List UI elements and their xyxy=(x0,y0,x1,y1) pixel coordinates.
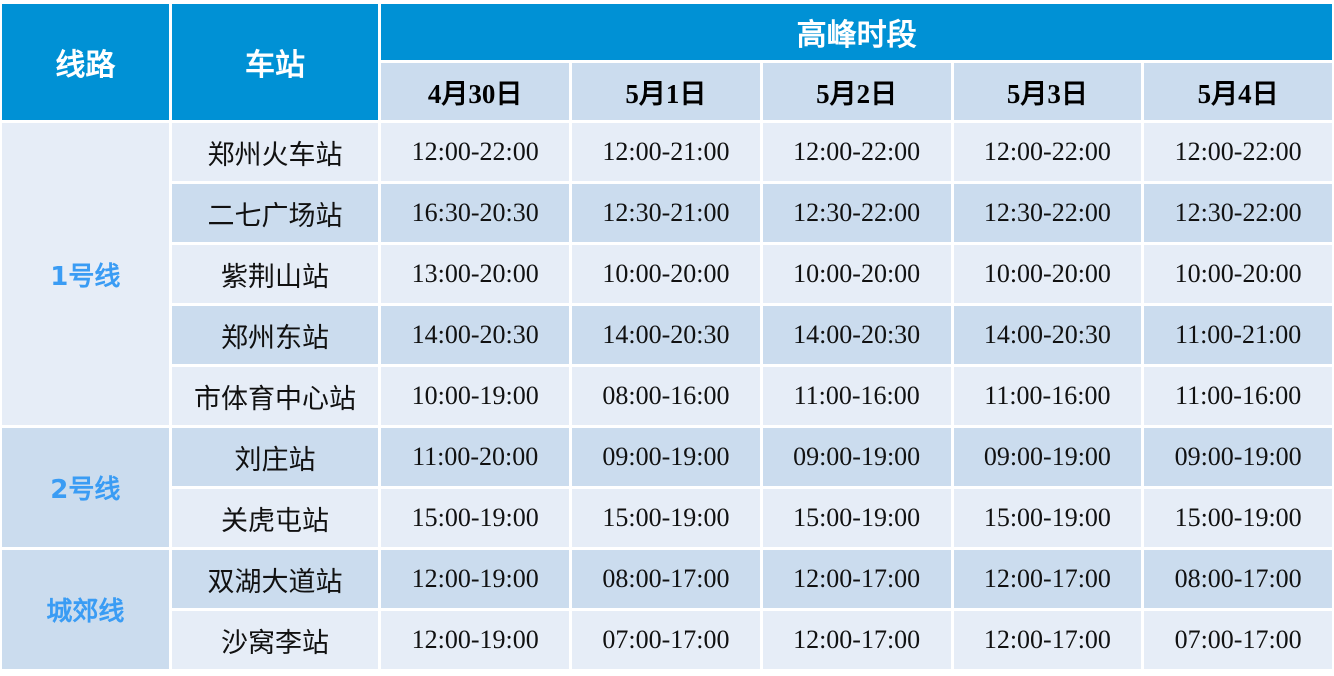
station-cell: 刘庄站 xyxy=(171,428,379,486)
station-cell: 市体育中心站 xyxy=(171,367,379,425)
time-cell: 12:00-19:00 xyxy=(381,611,570,669)
time-cell: 15:00-19:00 xyxy=(381,489,570,547)
time-cell: 09:00-19:00 xyxy=(572,428,760,486)
time-cell: 12:30-22:00 xyxy=(762,184,951,242)
station-cell: 双湖大道站 xyxy=(171,550,379,608)
time-cell: 12:00-17:00 xyxy=(762,611,951,669)
time-cell: 08:00-17:00 xyxy=(1144,550,1332,608)
table-row: 郑州东站 14:00-20:30 14:00-20:30 14:00-20:30 14:… xyxy=(2,306,1332,364)
table-row: 市体育中心站 10:00-19:00 08:00-16:00 11:00-16:00 1… xyxy=(2,367,1332,425)
header-line: 线路 xyxy=(2,4,169,120)
time-cell: 11:00-16:00 xyxy=(1144,367,1332,425)
time-cell: 10:00-20:00 xyxy=(953,245,1142,303)
time-cell: 12:30-21:00 xyxy=(572,184,760,242)
time-cell: 11:00-16:00 xyxy=(762,367,951,425)
header-date: 4月30日 xyxy=(381,63,570,120)
time-cell: 11:00-20:00 xyxy=(381,428,570,486)
time-cell: 12:00-17:00 xyxy=(953,550,1142,608)
station-cell: 郑州东站 xyxy=(171,306,379,364)
time-cell: 15:00-19:00 xyxy=(1144,489,1332,547)
time-cell: 14:00-20:30 xyxy=(572,306,760,364)
time-cell: 15:00-19:00 xyxy=(762,489,951,547)
table-row: 1号线 郑州火车站 12:00-22:00 12:00-21:00 12:00-22:0… xyxy=(2,123,1332,425)
station-cell: 二七广场站 xyxy=(171,184,379,242)
table-row: 2号线 刘庄站 11:00-20:00 09:00-19:00 09:00-19:00 0… xyxy=(2,428,1332,547)
time-cell: 12:30-22:00 xyxy=(953,184,1142,242)
time-cell: 08:00-17:00 xyxy=(572,550,760,608)
header-date: 5月4日 xyxy=(1144,63,1332,120)
time-cell: 16:30-20:30 xyxy=(381,184,570,242)
time-cell: 14:00-20:30 xyxy=(762,306,951,364)
time-cell: 12:00-22:00 xyxy=(1144,123,1332,181)
time-cell: 12:00-17:00 xyxy=(953,611,1142,669)
header-station: 车站 xyxy=(171,4,379,120)
header-peak-period: 高峰时段 xyxy=(381,4,1332,60)
time-cell: 10:00-20:00 xyxy=(762,245,951,303)
time-cell: 08:00-16:00 xyxy=(572,367,760,425)
time-cell: 10:00-20:00 xyxy=(572,245,760,303)
time-cell: 09:00-19:00 xyxy=(1144,428,1332,486)
time-cell: 15:00-19:00 xyxy=(953,489,1142,547)
time-cell: 09:00-19:00 xyxy=(762,428,951,486)
time-cell: 12:00-17:00 xyxy=(762,550,951,608)
station-cell: 关虎屯站 xyxy=(171,489,379,547)
line-cell: 城郊线 xyxy=(2,550,169,669)
header-date: 5月1日 xyxy=(572,63,760,120)
time-cell: 10:00-19:00 xyxy=(381,367,570,425)
time-cell: 12:00-22:00 xyxy=(762,123,951,181)
time-cell: 12:00-22:00 xyxy=(381,123,570,181)
table-row: 紫荆山站 13:00-20:00 10:00-20:00 10:00-20:00 10:… xyxy=(2,245,1332,303)
line-cell: 1号线 xyxy=(2,123,169,425)
time-cell: 12:30-22:00 xyxy=(1144,184,1332,242)
time-cell: 14:00-20:30 xyxy=(381,306,570,364)
time-cell: 07:00-17:00 xyxy=(1144,611,1332,669)
time-cell: 14:00-20:30 xyxy=(953,306,1142,364)
time-cell: 09:00-19:00 xyxy=(953,428,1142,486)
header-date: 5月3日 xyxy=(953,63,1142,120)
station-cell: 紫荆山站 xyxy=(171,245,379,303)
line-cell: 2号线 xyxy=(2,428,169,547)
table-row: 关虎屯站 15:00-19:00 15:00-19:00 15:00-19:00 15:… xyxy=(2,489,1332,547)
time-cell: 11:00-16:00 xyxy=(953,367,1142,425)
time-cell: 11:00-21:00 xyxy=(1144,306,1332,364)
time-cell: 13:00-20:00 xyxy=(381,245,570,303)
station-cell: 郑州火车站 xyxy=(171,123,379,181)
time-cell: 10:00-20:00 xyxy=(1144,245,1332,303)
header-date: 5月2日 xyxy=(762,63,951,120)
time-cell: 15:00-19:00 xyxy=(572,489,760,547)
table-row: 城郊线 双湖大道站 12:00-19:00 08:00-17:00 12:00-17:0… xyxy=(2,550,1332,669)
time-cell: 12:00-21:00 xyxy=(572,123,760,181)
time-cell: 12:00-19:00 xyxy=(381,550,570,608)
table-row: 沙窝李站 12:00-19:00 07:00-17:00 12:00-17:00 12:… xyxy=(2,611,1332,669)
station-cell: 沙窝李站 xyxy=(171,611,379,669)
table-row: 二七广场站 16:30-20:30 12:30-21:00 12:30-22:00 12… xyxy=(2,184,1332,242)
time-cell: 12:00-22:00 xyxy=(953,123,1142,181)
time-cell: 07:00-17:00 xyxy=(572,611,760,669)
